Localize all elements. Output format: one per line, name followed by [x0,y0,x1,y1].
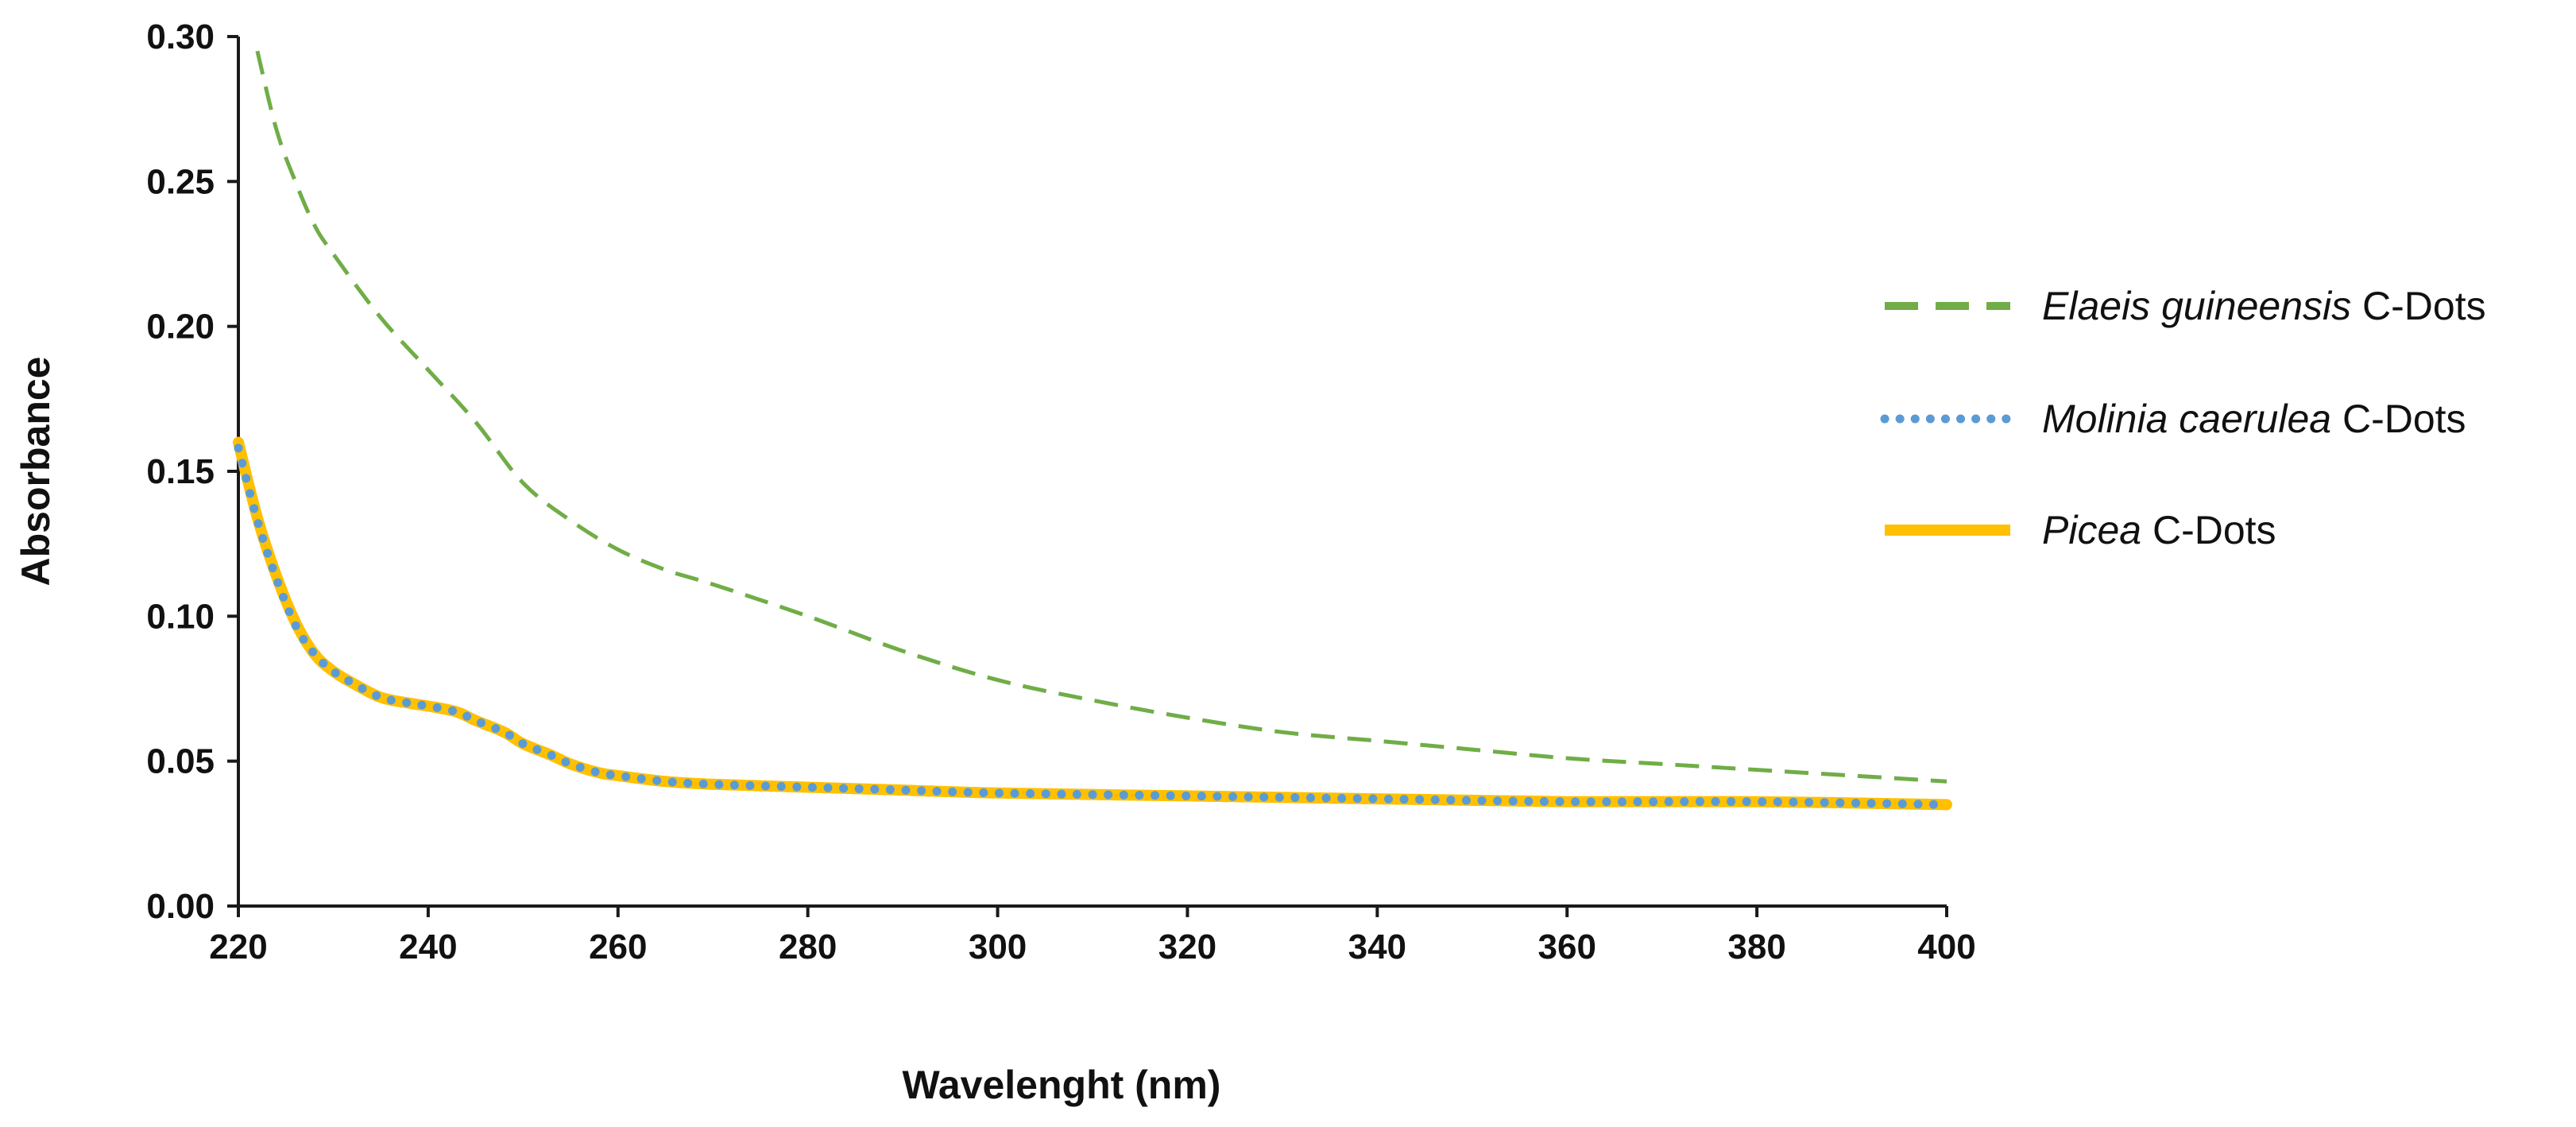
axes [237,37,1947,908]
y-tick-label: 0.10 [146,597,215,636]
x-axis-title: Wavelenght (nm) [903,1063,1221,1107]
data-series [233,50,1952,811]
x-tick-label: 360 [1538,928,1596,966]
x-tick-label: 240 [399,928,457,966]
y-tick-label: 0.00 [146,887,215,926]
y-tick-label: 0.20 [146,308,215,347]
series-line-0 [255,50,1947,784]
legend-label-1: Molinia caerulea C-Dots [2042,397,2466,441]
y-tick-label: 0.15 [146,452,215,491]
x-tick-label: 320 [1158,928,1216,966]
x-tick-label: 260 [589,928,647,966]
x-tick-label: 340 [1348,928,1406,966]
series-line-1 [234,443,1951,809]
y-tick-label: 0.05 [146,742,215,781]
x-tick-label: 220 [209,928,267,966]
y-tick-label: 0.25 [146,162,215,201]
legend-entry-2: Picea C-Dots [1885,508,2276,552]
legend-label-2: Picea C-Dots [2042,508,2276,552]
x-tick-label: 380 [1727,928,1785,966]
x-tick-label: 400 [1917,928,1975,966]
legend: Elaeis guineensis C-Dots Molinia caerule… [1880,284,2486,552]
legend-label-0: Elaeis guineensis C-Dots [2042,284,2486,328]
legend-entry-0: Elaeis guineensis C-Dots [1885,284,2486,328]
y-axis-title: Absorbance [14,357,58,587]
legend-entry-1: Molinia caerulea C-Dots [1880,397,2466,441]
series-line-2 [233,436,1952,811]
y-tick-label: 0.30 [146,17,215,56]
ticks: 220 240 260 280 300 320 340 360 380 400 0.00 0.05 0.… [146,17,1975,966]
x-tick-label: 300 [969,928,1027,966]
x-tick-label: 280 [779,928,837,966]
